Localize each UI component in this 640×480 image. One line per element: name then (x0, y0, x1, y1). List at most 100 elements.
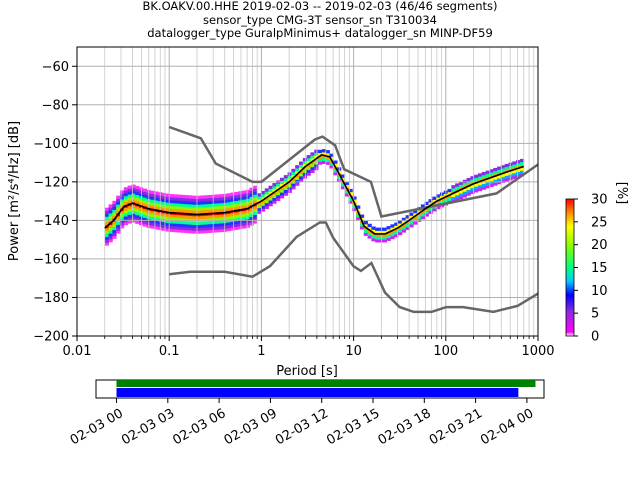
heatmap-cell (394, 228, 399, 232)
heatmap-cell (184, 195, 189, 199)
heatmap-cell (249, 210, 254, 215)
heatmap-cell (279, 183, 285, 187)
heatmap-cell (276, 186, 281, 190)
heatmap-cell (375, 227, 380, 231)
heatmap-cell (363, 226, 368, 231)
heatmap-cell (215, 200, 220, 204)
heatmap-cell (150, 219, 155, 223)
heatmap-cell (188, 195, 193, 199)
colorbar-tick-label: 5 (591, 307, 599, 322)
heatmap-cell (203, 224, 208, 228)
heatmap-cell (451, 188, 456, 192)
heatmap-cell (276, 194, 281, 199)
heatmap-cell (104, 210, 109, 214)
heatmap-cell (230, 204, 235, 208)
heatmap-cell (203, 198, 208, 202)
heatmap-cell (489, 177, 494, 182)
heatmap-cell (119, 190, 125, 194)
heatmap-cell (413, 221, 418, 225)
heatmap-cell (371, 238, 376, 242)
heatmap-cell (184, 226, 189, 231)
heatmap-cell (325, 152, 330, 157)
heatmap-cell (150, 193, 155, 197)
heatmap-cell (245, 224, 250, 228)
heatmap-cell (135, 217, 140, 221)
heatmap-cell (219, 217, 224, 221)
heatmap-cell (478, 173, 483, 177)
heatmap-cell (234, 220, 239, 225)
heatmap-cell (161, 195, 167, 200)
heatmap-cell (219, 205, 224, 210)
heatmap-cell (154, 205, 159, 210)
x-tick-label: 10 (345, 344, 362, 359)
heatmap-cell (192, 210, 197, 214)
heatmap-cell (188, 204, 193, 208)
heatmap-cell (432, 202, 437, 206)
heatmap-cell (409, 224, 414, 228)
heatmap-cell (196, 224, 201, 228)
heatmap-cell (127, 220, 132, 224)
heatmap-cell (325, 150, 330, 154)
heatmap-cell (318, 149, 323, 154)
heatmap-cell (119, 219, 125, 223)
heatmap-cell (493, 179, 498, 183)
heatmap-cell (119, 222, 125, 226)
colorbar-tick-label: 0 (591, 330, 599, 345)
heatmap-cell (169, 196, 174, 201)
heatmap-cell (405, 223, 410, 228)
x-tick-label: 1000 (521, 344, 554, 359)
heatmap-cell (409, 215, 414, 219)
heatmap-cell (481, 174, 487, 179)
heatmap-cell (230, 198, 235, 202)
heatmap-cell (272, 197, 277, 201)
heatmap-cell (405, 215, 410, 219)
heatmap-cell (192, 204, 197, 208)
heatmap-cell (207, 223, 212, 228)
heatmap-cell (169, 202, 174, 207)
heatmap-cell (188, 230, 193, 234)
heatmap-cell (439, 198, 445, 202)
heatmap-cell (283, 186, 288, 190)
heatmap-cell (500, 176, 506, 181)
heatmap-cell (245, 221, 250, 225)
heatmap-cell (249, 216, 254, 220)
heatmap-cell (180, 203, 186, 207)
heatmap-cell (291, 171, 296, 175)
heatmap-cell (401, 229, 407, 233)
heatmap-cell (299, 170, 304, 174)
heatmap-cell (295, 179, 300, 183)
heatmap-cell (116, 221, 121, 225)
heatmap-cell (165, 199, 170, 203)
heatmap-cell (512, 172, 517, 177)
heatmap-cell (504, 166, 509, 171)
heatmap-cell (131, 213, 136, 217)
data-coverage-bar (116, 380, 536, 387)
heatmap-cell (230, 201, 235, 205)
heatmap-cell (135, 188, 140, 193)
heatmap-cell (108, 236, 113, 240)
heatmap-cell (340, 186, 346, 190)
heatmap-cell (234, 206, 239, 210)
heatmap-cell (173, 194, 178, 198)
heatmap-cell (150, 210, 155, 215)
heatmap-cell (249, 190, 254, 194)
processed-psd-bar (116, 388, 519, 397)
heatmap-cell (359, 214, 365, 218)
heatmap-cell (177, 203, 182, 207)
heatmap-cell (116, 227, 121, 231)
heatmap-cell (272, 188, 277, 193)
heatmap-cell (184, 209, 189, 213)
heatmap-cell (314, 155, 319, 159)
heatmap-cell (188, 227, 193, 231)
heatmap-cell (173, 205, 178, 210)
heatmap-cell (154, 191, 159, 195)
heatmap-cell (268, 191, 273, 195)
heatmap-cell (276, 197, 281, 202)
heatmap-cell (356, 205, 361, 209)
heatmap-cell (150, 222, 155, 226)
heatmap-cell (478, 184, 483, 189)
heatmap-cell (253, 194, 258, 198)
heatmap-cell (439, 195, 445, 199)
heatmap-cell (154, 197, 159, 201)
heatmap-cell (253, 208, 258, 213)
